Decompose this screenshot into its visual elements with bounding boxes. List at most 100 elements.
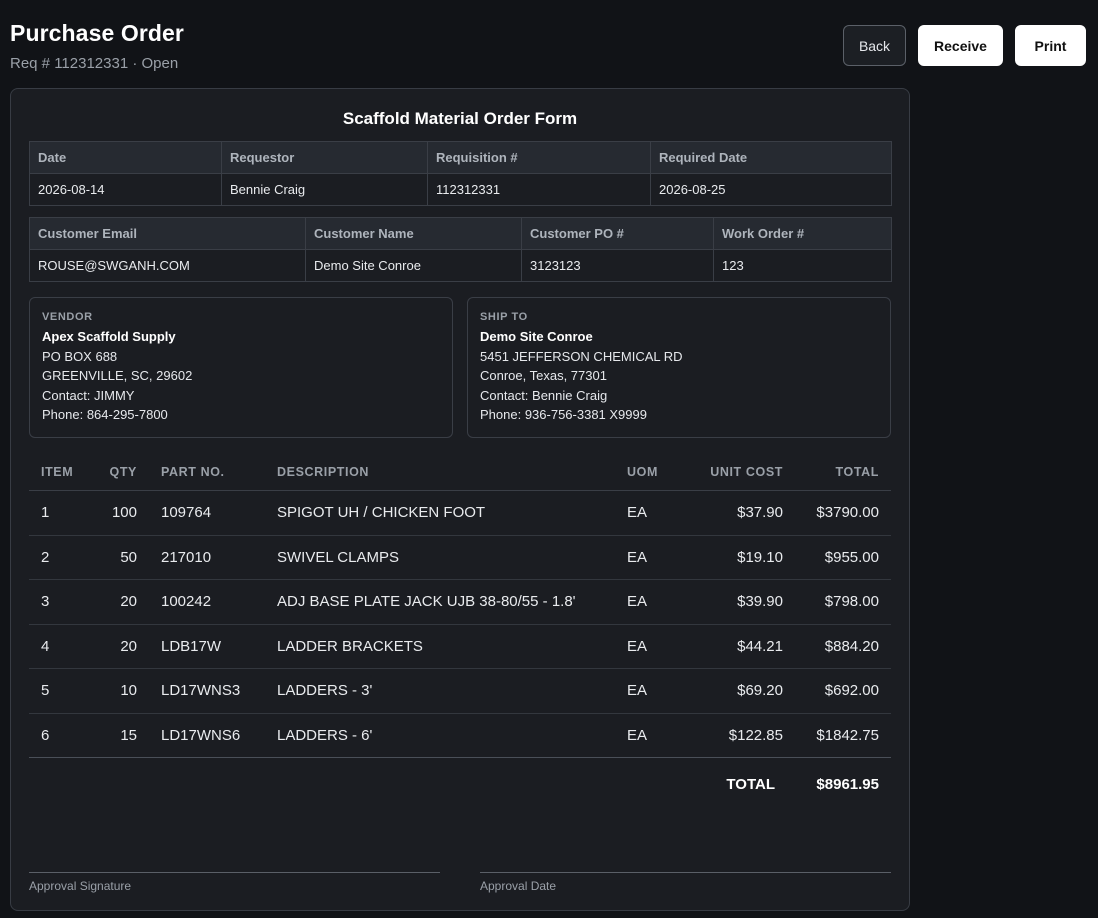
item-description: LADDERS - 6' — [265, 713, 615, 758]
ship-to-address-line2: Conroe, Texas, 77301 — [480, 368, 607, 384]
receive-button[interactable]: Receive — [918, 25, 1003, 66]
item-description: ADJ BASE PLATE JACK UJB 38-80/55 - 1.8' — [265, 579, 615, 625]
item-total: $3790.00 — [795, 490, 891, 536]
item-number: 4 — [29, 624, 85, 669]
item-number: 3 — [29, 579, 85, 625]
item-unit-cost: $19.10 — [683, 535, 795, 580]
header-required-date: Required Date — [650, 141, 892, 174]
ship-to-contact: Contact: Bennie Craig — [480, 387, 608, 403]
customer-name-value: Demo Site Conroe — [305, 249, 522, 282]
print-button[interactable]: Print — [1015, 25, 1086, 66]
requestor-value: Bennie Craig — [221, 173, 428, 206]
back-button[interactable]: Back — [843, 25, 906, 66]
approval-date-label: Approval Date — [480, 879, 557, 893]
order-info-header-row: Date Requestor Requisition # Required Da… — [29, 141, 892, 174]
signature-line — [29, 872, 440, 873]
page-subtitle: Req # 112312331 · Open — [10, 55, 179, 72]
vendor-address-line1: PO BOX 688 — [42, 348, 118, 364]
order-info-table: Date Requestor Requisition # Required Da… — [29, 141, 892, 206]
col-unit-cost: UNIT COST — [683, 453, 795, 491]
work-order-value: 123 — [713, 249, 892, 282]
item-description: SPIGOT UH / CHICKEN FOOT — [265, 490, 615, 536]
header-customer-name: Customer Name — [305, 217, 522, 250]
header-requestor: Requestor — [221, 141, 428, 174]
header-work-order: Work Order # — [713, 217, 892, 250]
customer-info-table: Customer Email Customer Name Customer PO… — [29, 217, 892, 282]
ship-to-address-line1: 5451 JEFFERSON CHEMICAL RD — [480, 348, 683, 364]
item-unit-cost: $37.90 — [683, 490, 795, 536]
ship-to-phone: Phone: 936-756-3381 X9999 — [480, 407, 647, 423]
vendor-contact: Contact: JIMMY — [42, 387, 135, 403]
item-part-no: LD17WNS3 — [149, 668, 265, 714]
item-total: $798.00 — [795, 579, 891, 625]
header-customer-po: Customer PO # — [521, 217, 714, 250]
vendor-label: VENDOR — [42, 311, 93, 323]
item-number: 5 — [29, 668, 85, 714]
item-total: $692.00 — [795, 668, 891, 714]
item-total: $884.20 — [795, 624, 891, 669]
required-date-value: 2026-08-25 — [650, 173, 892, 206]
item-part-no: 100242 — [149, 579, 265, 625]
line-items-table: ITEM QTY PART NO. DESCRIPTION UOM UNIT C… — [29, 453, 891, 758]
order-info-value-row: 2026-08-14 Bennie Craig 112312331 2026-0… — [29, 173, 892, 206]
col-item: ITEM — [29, 453, 85, 491]
item-part-no: 217010 — [149, 535, 265, 580]
customer-email-value: ROUSE@SWGANH.COM — [29, 249, 306, 282]
item-part-no: LD17WNS6 — [149, 713, 265, 758]
customer-po-value: 3123123 — [521, 249, 714, 282]
item-uom: EA — [615, 490, 683, 536]
header-actions: Back Receive Print — [843, 25, 1086, 66]
table-row: 2 50 217010 SWIVEL CLAMPS EA $19.10 $955… — [29, 535, 891, 580]
header-customer-email: Customer Email — [29, 217, 306, 250]
table-row: 6 15 LD17WNS6 LADDERS - 6' EA $122.85 $1… — [29, 713, 891, 758]
grand-total-label: TOTAL — [726, 776, 775, 793]
order-form-card: Scaffold Material Order Form Date Reques… — [10, 88, 910, 911]
item-description: LADDERS - 3' — [265, 668, 615, 714]
header-date: Date — [29, 141, 222, 174]
line-items-header-row: ITEM QTY PART NO. DESCRIPTION UOM UNIT C… — [29, 453, 891, 491]
item-uom: EA — [615, 535, 683, 580]
item-qty: 50 — [85, 535, 149, 580]
requisition-value: 112312331 — [427, 173, 651, 206]
ship-to-label: SHIP TO — [480, 311, 528, 323]
item-description: LADDER BRACKETS — [265, 624, 615, 669]
form-title: Scaffold Material Order Form — [342, 109, 578, 128]
vendor-box: VENDOR Apex Scaffold Supply PO BOX 688 G… — [29, 297, 453, 438]
item-number: 1 — [29, 490, 85, 536]
item-number: 6 — [29, 713, 85, 758]
customer-info-value-row: ROUSE@SWGANH.COM Demo Site Conroe 312312… — [29, 249, 892, 282]
grand-total-value: $8961.95 — [816, 776, 879, 793]
col-qty: QTY — [85, 453, 149, 491]
ship-to-box: SHIP TO Demo Site Conroe 5451 JEFFERSON … — [467, 297, 891, 438]
item-unit-cost: $69.20 — [683, 668, 795, 714]
item-total: $1842.75 — [795, 713, 891, 758]
table-row: 3 20 100242 ADJ BASE PLATE JACK UJB 38-8… — [29, 579, 891, 625]
item-unit-cost: $39.90 — [683, 579, 795, 625]
vendor-name: Apex Scaffold Supply — [42, 329, 176, 344]
col-description: DESCRIPTION — [265, 453, 615, 491]
vendor-address-line2: GREENVILLE, SC, 29602 — [42, 368, 193, 384]
page-header: Purchase Order Req # 112312331 · Open — [10, 20, 184, 72]
col-part-no: PART NO. — [149, 453, 265, 491]
col-total: TOTAL — [795, 453, 891, 491]
table-row: 5 10 LD17WNS3 LADDERS - 3' EA $69.20 $69… — [29, 668, 891, 714]
vendor-phone: Phone: 864-295-7800 — [42, 407, 168, 423]
item-qty: 20 — [85, 624, 149, 669]
date-value: 2026-08-14 — [29, 173, 222, 206]
customer-info-header-row: Customer Email Customer Name Customer PO… — [29, 217, 892, 250]
item-unit-cost: $44.21 — [683, 624, 795, 669]
approval-signature-label: Approval Signature — [29, 879, 132, 893]
col-uom: UOM — [615, 453, 683, 491]
page-title: Purchase Order — [10, 20, 184, 46]
item-qty: 10 — [85, 668, 149, 714]
table-row: 1 100 109764 SPIGOT UH / CHICKEN FOOT EA… — [29, 490, 891, 536]
item-qty: 100 — [85, 490, 149, 536]
item-unit-cost: $122.85 — [683, 713, 795, 758]
approval-date-line — [480, 872, 891, 873]
item-uom: EA — [615, 713, 683, 758]
item-part-no: 109764 — [149, 490, 265, 536]
item-uom: EA — [615, 668, 683, 714]
ship-to-name: Demo Site Conroe — [480, 329, 593, 344]
item-qty: 20 — [85, 579, 149, 625]
item-number: 2 — [29, 535, 85, 580]
